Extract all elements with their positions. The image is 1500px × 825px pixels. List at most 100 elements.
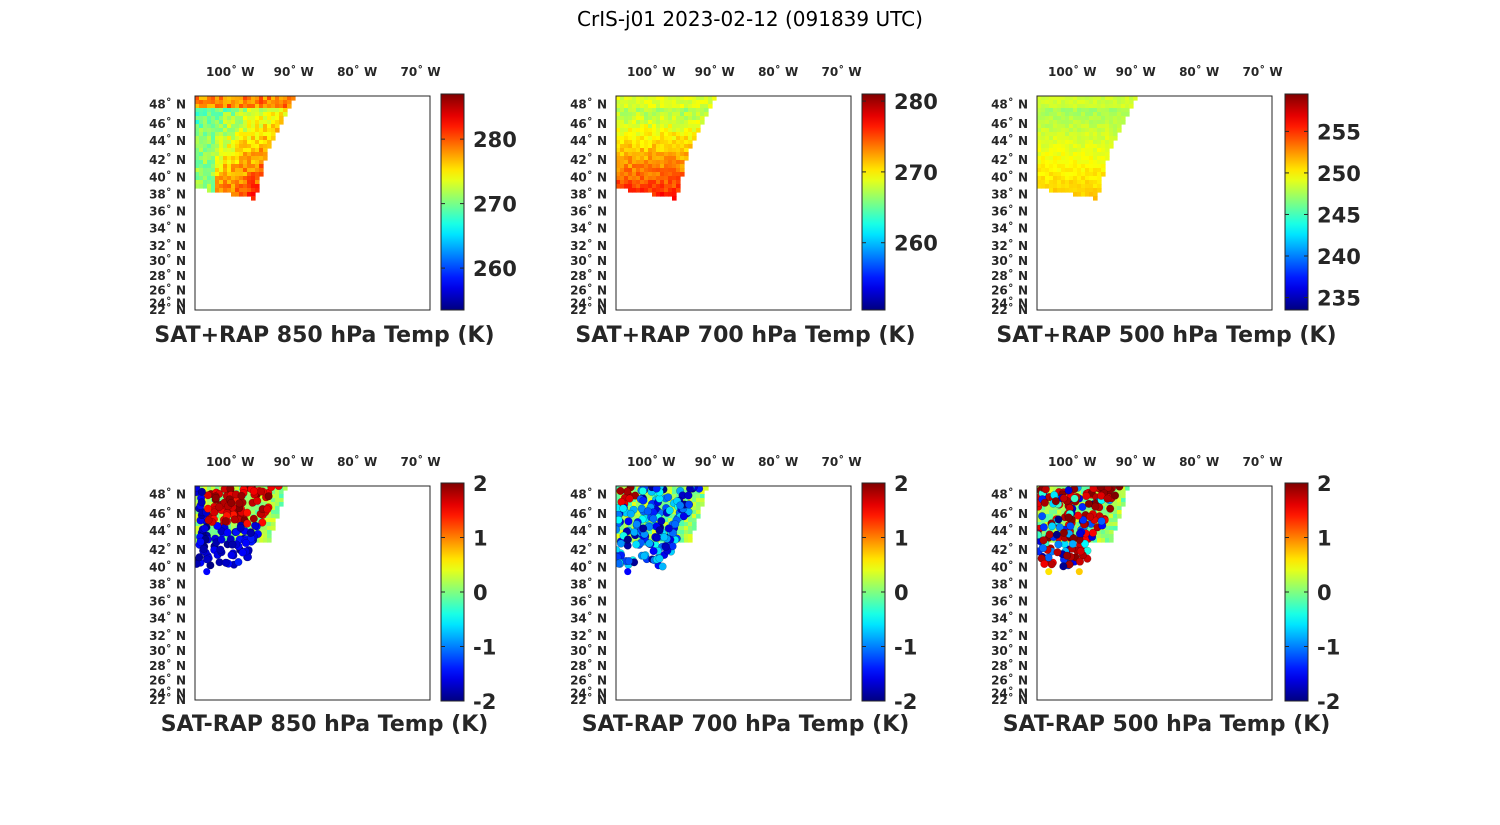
swath-pixel [660,152,665,157]
swath-pixel [291,96,296,101]
swath-pixel [1093,188,1098,193]
swath-pixel [1077,188,1082,193]
swath-pixel [1089,100,1094,105]
diff-point [230,515,239,524]
swath-pixel [644,124,649,129]
swath-pixel [1053,96,1058,101]
swath-pixel [1061,510,1066,515]
swath-pixel [251,196,256,201]
swath-pixel [199,100,204,105]
swath-pixel [624,160,629,165]
swath-pixel [1085,192,1090,197]
swath-pixel [1057,112,1062,117]
swath-pixel [1045,172,1050,177]
swath-pixel [255,116,260,121]
swath-pixel [664,152,669,157]
swath-pixel [700,116,705,121]
swath-pixel [1057,140,1062,145]
swath-pixel [199,160,204,165]
swath-pixel [1041,160,1046,165]
swath-pixel [251,164,256,169]
swath-pixel [648,180,653,185]
lat-label: 40˚ N [149,169,186,184]
diff-point [616,559,623,568]
swath-pixel [195,100,200,105]
swath-pixel [1049,136,1054,141]
swath-pixel [1045,104,1050,109]
swath-pixel [1085,144,1090,149]
swath-pixel [283,96,288,101]
swath-pixel [1049,140,1054,145]
swath-pixel [644,112,649,117]
swath-pixel [648,108,653,113]
swath-pixel [1085,96,1090,101]
swath-pixel [243,164,248,169]
swath-pixel [239,156,244,161]
swath-pixel [1053,144,1058,149]
swath-pixel [696,116,701,121]
swath-pixel [207,132,212,137]
swath-pixel [636,112,641,117]
swath-pixel [223,144,228,149]
swath-pixel [676,176,681,181]
lat-label: 24˚ N [991,686,1028,701]
swath-pixel [688,144,693,149]
swath-pixel [1073,510,1078,515]
swath-pixel [227,128,232,133]
swath-pixel [688,128,693,133]
swath-pixel [660,120,665,125]
diff-point [211,493,220,502]
swath-pixel [1105,510,1110,515]
swath-pixel [255,152,260,157]
swath-pixel [1093,100,1098,105]
swath-pixel [624,96,629,101]
swath-pixel [195,116,200,121]
swath-pixel [279,104,284,109]
diff-point [623,535,632,544]
lat-label: 38˚ N [149,186,186,201]
swath-pixel [219,172,224,177]
swath-pixel [640,112,645,117]
swath-pixel [227,160,232,165]
swath-pixel [1049,128,1054,133]
swath-pixel [207,148,212,153]
lat-label: 30˚ N [149,253,186,268]
swath-pixel [1093,156,1098,161]
swath-pixel [672,132,677,137]
swath-pixel [660,100,665,105]
swath-pixel [1037,176,1042,181]
swath-pixel [672,514,677,519]
swath-pixel [267,522,272,527]
swath-pixel [1085,486,1090,491]
lon-label: 80˚ W [758,454,798,469]
swath-pixel [624,152,629,157]
swath-pixel [624,108,629,113]
swath-pixel [680,144,685,149]
swath-pixel [1053,184,1058,189]
swath-pixel [668,116,673,121]
lat-label: 30˚ N [991,253,1028,268]
swath-pixel [235,128,240,133]
diff-point [249,514,258,523]
swath-pixel [1045,140,1050,145]
swath-pixel [231,180,236,185]
swath-data [1037,96,1138,201]
swath-pixel [1065,104,1070,109]
swath-pixel [1077,136,1082,141]
swath-pixel [255,132,260,137]
swath-pixel [1057,172,1062,177]
swath-pixel [1037,96,1042,101]
swath-pixel [251,132,256,137]
swath-pixel [247,116,252,121]
swath-pixel [203,104,208,109]
swath-pixel [1045,514,1050,519]
lat-label: 44˚ N [149,523,186,538]
swath-pixel [628,120,633,125]
swath-pixel [195,156,200,161]
swath-pixel [1065,96,1070,101]
swath-pixel [1045,518,1050,523]
swath-pixel [704,104,709,109]
swath-pixel [219,168,224,173]
swath-pixel [247,144,252,149]
colorbar-tick-label: 255 [1317,120,1361,144]
